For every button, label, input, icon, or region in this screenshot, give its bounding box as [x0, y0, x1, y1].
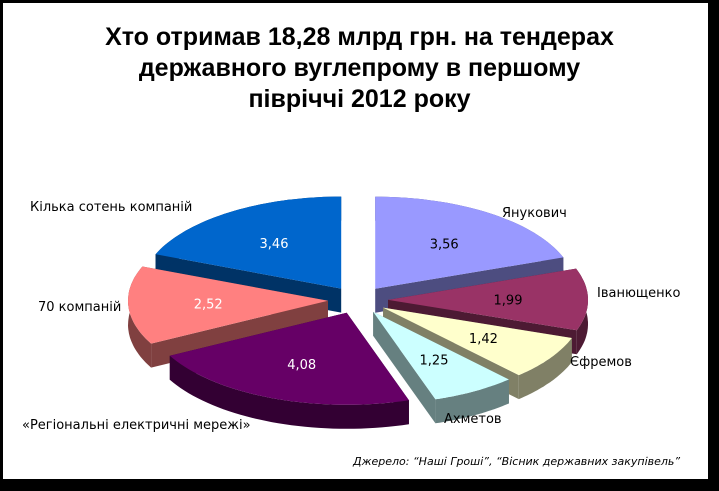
slice-1-top	[388, 268, 588, 331]
slice-4-outer-wall	[169, 355, 409, 429]
slice-2-outer-wall	[518, 338, 572, 400]
value-label-2: 1,42	[469, 332, 498, 347]
slice-4-top	[169, 312, 409, 405]
value-label-0: 3,56	[430, 238, 459, 253]
slice-3-top	[373, 311, 509, 400]
category-label-regional-grids: «Регіональні електричні мережі»	[22, 418, 251, 433]
slice-0-top	[375, 196, 564, 289]
slice-2-top	[383, 307, 572, 376]
pie-slice-3: 1,25	[373, 311, 509, 424]
slice-6-top	[155, 196, 342, 289]
category-label-akhmetov: Ахметов	[444, 412, 502, 427]
value-label-1: 1,99	[494, 294, 523, 309]
pie-slice-4: 4,08	[169, 312, 409, 429]
slice-3-outer-wall	[435, 379, 509, 424]
value-label-3: 1,25	[420, 354, 449, 369]
title-line-1: Хто отримав 18,28 млрд грн. на тендерах	[105, 23, 614, 51]
category-label-ivanyushchenko: Іванющенко	[597, 286, 681, 301]
value-label-6: 3,46	[260, 237, 289, 252]
slice-5-top	[128, 266, 328, 344]
source-note: Джерело: “Наші Гроші”, “Вісник державних…	[353, 455, 681, 468]
category-label-yanukovych: Янукович	[502, 206, 567, 221]
chart-title: Хто отримав 18,28 млрд грн. на тендерах …	[0, 22, 719, 115]
title-line-3: півріччі 2012 року	[248, 85, 471, 113]
title-line-2: державного вуглепрому в першому	[138, 54, 581, 82]
value-label-4: 4,08	[287, 358, 316, 373]
slice-3-radial-wall-1	[373, 311, 436, 424]
category-label-yefremov: Єфремов	[570, 355, 632, 370]
category-label-hundreds-companies: Кілька сотень компаній	[30, 200, 193, 215]
category-label-70-companies: 70 компаній	[38, 300, 122, 315]
value-label-5: 2,52	[194, 298, 223, 313]
